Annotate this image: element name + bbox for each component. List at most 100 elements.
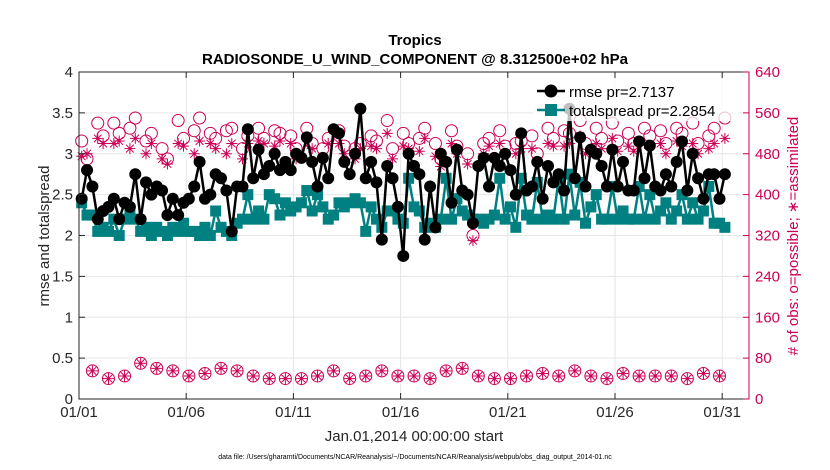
rmse-point <box>686 147 699 160</box>
obs-assimilated-marker <box>628 145 640 157</box>
obs-assimilated-marker <box>719 132 731 144</box>
totalspread-point <box>440 172 452 184</box>
obs-assimilated-marker <box>590 138 602 150</box>
rmse-point <box>204 188 217 201</box>
totalspread-point <box>172 225 184 237</box>
obs-assimilated-marker <box>236 153 248 165</box>
totalspread-point <box>569 209 581 221</box>
obs-possible-marker <box>107 116 121 130</box>
totalspread-point <box>660 197 672 209</box>
totalspread-point <box>161 230 173 241</box>
obs-assimilated-marker <box>124 143 136 155</box>
obs-possible-marker <box>225 121 239 135</box>
obs-possible-marker <box>423 372 437 386</box>
obs-assimilated-marker <box>413 145 425 157</box>
rmse-point <box>247 172 260 185</box>
totalspread-point <box>312 189 324 201</box>
obs-assimilated-marker <box>488 373 500 385</box>
obs-possible-marker <box>75 134 89 148</box>
rmse-point <box>718 168 731 181</box>
totalspread-point <box>681 213 693 225</box>
obs-possible-marker <box>584 369 598 383</box>
rmse-point <box>295 151 308 164</box>
obs-assimilated-marker <box>708 138 720 150</box>
obs-assimilated-marker <box>381 127 393 139</box>
obs-assimilated-marker <box>714 370 726 382</box>
y-axis-label: rmse and totalspread <box>36 166 53 307</box>
obs-assimilated-marker <box>440 365 452 377</box>
rmse-point <box>418 233 431 246</box>
obs-assimilated-marker <box>102 373 114 385</box>
obs-possible-marker <box>182 369 196 383</box>
totalspread-point <box>612 213 624 225</box>
obs-assimilated-marker <box>194 135 206 147</box>
obs-assimilated-marker <box>370 143 382 155</box>
obs-possible-marker <box>568 364 582 378</box>
obs-possible-marker <box>311 369 325 383</box>
obs-assimilated-marker <box>269 140 281 152</box>
totalspread-point <box>204 230 216 241</box>
obs-assimilated-marker <box>521 370 533 382</box>
obs-possible-marker <box>187 124 201 138</box>
totalspread-point <box>354 197 366 209</box>
rmse-point <box>542 160 554 173</box>
rmse-point <box>568 172 581 185</box>
totalspread-point <box>580 217 592 229</box>
obs-assimilated-marker <box>537 367 549 379</box>
totalspread-point <box>515 172 527 184</box>
obs-possible-marker <box>171 114 185 128</box>
rmse-point <box>381 160 394 173</box>
obs-possible-marker <box>664 369 678 383</box>
rmse-point <box>354 102 367 115</box>
obs-assimilated-marker <box>210 143 222 155</box>
obs-possible-marker <box>654 124 668 138</box>
totalspread-point <box>258 213 270 225</box>
obs-assimilated-marker <box>387 153 399 165</box>
legend-rmse-marker <box>544 84 558 98</box>
obs-possible-marker <box>616 366 630 380</box>
totalspread-point <box>671 205 683 217</box>
y2-tick-label: 400 <box>755 187 780 204</box>
chart-subtitle: RADIOSONDE_U_WIND_COMPONENT @ 8.312500e+… <box>202 51 629 68</box>
obs-possible-marker <box>600 372 614 386</box>
totalspread-point <box>585 201 597 213</box>
y2-tick-label: 240 <box>755 268 780 285</box>
obs-assimilated-marker <box>703 143 715 155</box>
obs-possible-marker <box>214 361 228 375</box>
rmse-point <box>134 213 147 226</box>
totalspread-point <box>676 189 688 201</box>
obs-possible-marker <box>327 364 341 378</box>
rmse-point <box>338 155 351 168</box>
obs-assimilated-marker <box>156 153 168 165</box>
obs-assimilated-marker <box>697 367 709 379</box>
rmse-point <box>225 225 238 238</box>
totalspread-point <box>644 189 656 201</box>
y2-tick-label: 560 <box>755 105 780 122</box>
totalspread-point <box>628 213 640 225</box>
rmse-point <box>509 188 522 201</box>
totalspread-point <box>236 213 248 225</box>
obs-possible-marker <box>713 369 727 383</box>
rmse-point <box>643 139 656 152</box>
totalspread-point <box>574 176 586 188</box>
totalspread-point <box>194 230 206 241</box>
obs-assimilated-marker <box>344 373 356 385</box>
x-tick-label: 01/01 <box>60 404 98 421</box>
obs-assimilated-marker <box>226 138 238 150</box>
rmse-point <box>359 172 372 185</box>
y2-tick-label: 80 <box>755 350 772 367</box>
legend: rmse pr=2.7137 totalspread pr=2.2854 <box>533 79 738 121</box>
obs-assimilated-marker <box>467 235 479 247</box>
obs-possible-marker <box>85 364 99 378</box>
rmse-point <box>595 160 608 173</box>
obs-assimilated-marker <box>542 138 554 150</box>
totalspread-point <box>279 197 291 209</box>
rmse-point <box>193 155 206 168</box>
totalspread-point <box>499 213 511 225</box>
rmse-point <box>375 233 388 246</box>
obs-possible-marker <box>150 361 164 375</box>
totalspread-point <box>703 180 715 192</box>
obs-assimilated-marker <box>424 373 436 385</box>
rmse-point <box>397 249 410 262</box>
obs-possible-marker <box>503 372 517 386</box>
